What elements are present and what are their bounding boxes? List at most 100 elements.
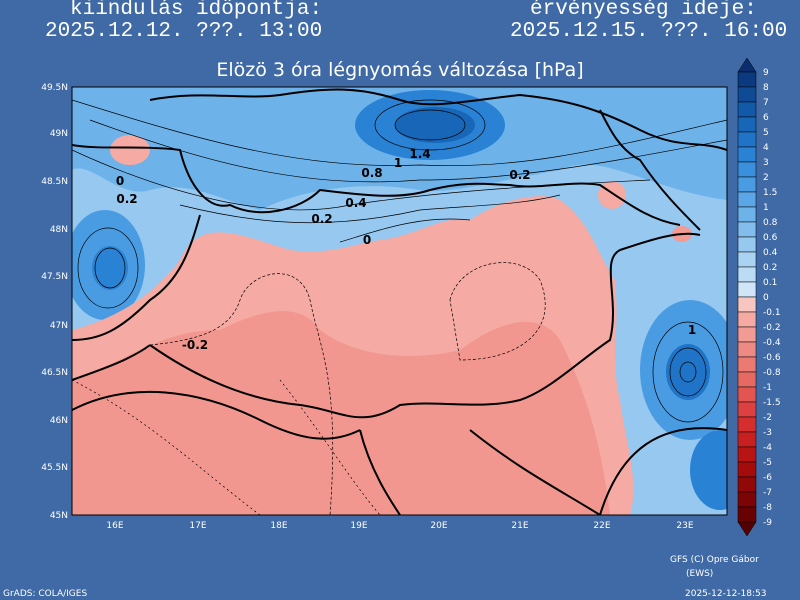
colorbar-box (737, 491, 757, 508)
colorbar-label: 2 (763, 173, 769, 183)
colorbar-label: -0.1 (763, 308, 781, 318)
colorbar-box (737, 116, 757, 133)
contour-label: 1 (394, 156, 402, 170)
colorbar-label: -7 (763, 488, 772, 498)
software: GrADS: COLA/IGES (3, 589, 87, 599)
colorbar-label: -3 (763, 428, 772, 438)
lon-label: 22E (593, 521, 610, 531)
lat-label: 46.5N (41, 368, 68, 378)
colorbar-tri (737, 521, 757, 537)
colorbar-label: -0.6 (763, 353, 781, 363)
colorbar-box (737, 236, 757, 253)
colorbar-box (737, 131, 757, 148)
colorbar-box (737, 281, 757, 298)
colorbar-box (737, 431, 757, 448)
colorbar-box (737, 101, 757, 118)
colorbar-box (737, 371, 757, 388)
colorbar-label: -0.4 (763, 338, 781, 348)
lat-label: 49N (50, 129, 68, 139)
colorbar-box (737, 311, 757, 328)
colorbar: 9 8 7 6 5 4 3 2 1.5 1 0.8 0.6 0.4 0.2 0.1 0 -0.1 -0.2 -0.4… (737, 57, 781, 537)
colorbar-label: -5 (763, 458, 772, 468)
contour-label: 1 (688, 323, 696, 337)
colorbar-label: 0.6 (763, 233, 778, 243)
lon-label: 17E (189, 521, 206, 531)
credit: GFS (C) Opre Gábor (670, 555, 759, 565)
colorbar-label: -4 (763, 443, 772, 453)
valid-time: 2025.12.15. ???. 16:00 (510, 20, 787, 43)
contour-label: 0.8 (361, 166, 382, 180)
lat-label: 47.5N (41, 272, 68, 282)
colorbar-label: 5 (763, 128, 769, 138)
contour-label: 1.4 (409, 147, 430, 161)
colorbar-label: -8 (763, 503, 772, 513)
colorbar-label: -1 (763, 383, 772, 393)
credit-ews: (EWS) (686, 569, 713, 579)
colorbar-box (737, 86, 757, 103)
lat-label: 46N (50, 416, 68, 426)
colorbar-label: 0.8 (763, 218, 778, 228)
colorbar-box (737, 476, 757, 493)
contour-label: -0.2 (182, 338, 208, 352)
init-label: kiindulás idöpontja: (70, 0, 322, 21)
contour-label: 0.2 (509, 168, 530, 182)
lat-label: 47N (50, 321, 68, 331)
colorbar-box (737, 71, 757, 88)
colorbar-box (737, 401, 757, 418)
colorbar-label: 0.2 (763, 263, 777, 273)
lon-label: 20E (430, 521, 447, 531)
colorbar-box (737, 506, 757, 523)
colorbar-label: 1.5 (763, 188, 777, 198)
colorbar-label: 6 (763, 113, 769, 123)
colorbar-box (737, 251, 757, 268)
contour-label: 0.2 (311, 212, 332, 226)
contour-labels: 1.4 1 0.8 0.2 0.4 0.2 0 0 0.2 -0.2 1 (116, 147, 696, 352)
colorbar-box (737, 266, 757, 283)
lon-label: 18E (270, 521, 287, 531)
lat-label: 45.5N (41, 463, 68, 473)
lat-labels: 49.5N 49N 48.5N 48N 47.5N 47N 46.5N 46N 45.5N 45N (41, 83, 68, 521)
colorbar-box (737, 206, 757, 223)
init-time: 2025.12.12. ???. 13:00 (45, 20, 322, 43)
colorbar-box (737, 176, 757, 193)
colorbar-tri (737, 57, 757, 73)
map-area (71, 86, 728, 516)
colorbar-box (737, 341, 757, 358)
colorbar-label: 0.4 (763, 248, 778, 258)
colorbar-label: 7 (763, 98, 769, 108)
colorbar-box (737, 146, 757, 163)
colorbar-label: -0.2 (763, 323, 781, 333)
valid-label: érvényesség ideje: (530, 0, 757, 21)
contour-label: 0 (363, 233, 371, 247)
colorbar-box (737, 296, 757, 313)
colorbar-box (737, 221, 757, 238)
colorbar-label: 1 (763, 203, 769, 213)
lon-label: 21E (511, 521, 528, 531)
colorbar-label: -0.8 (763, 368, 781, 378)
colorbar-label: 4 (763, 143, 769, 153)
colorbar-box (737, 161, 757, 178)
colorbar-box (737, 356, 757, 373)
colorbar-box (737, 416, 757, 433)
contour-label: 0 (116, 174, 124, 188)
lat-label: 48.5N (41, 177, 68, 187)
lon-label: 16E (106, 521, 123, 531)
colorbar-label: -6 (763, 473, 772, 483)
colorbar-label: 8 (763, 83, 769, 93)
colorbar-box (737, 446, 757, 463)
colorbar-box (737, 326, 757, 343)
lat-label: 49.5N (41, 83, 68, 93)
contour-label: 0.2 (116, 192, 137, 206)
timestamp: 2025-12-12-18:53 (685, 589, 767, 599)
lon-label: 23E (676, 521, 693, 531)
contour-label: 0.4 (345, 196, 366, 210)
colorbar-label: 3 (763, 158, 769, 168)
lat-label: 45N (50, 511, 68, 521)
lon-labels: 16E 17E 18E 19E 20E 21E 22E 23E (106, 521, 693, 531)
colorbar-box (737, 386, 757, 403)
map-title: Elözö 3 óra légnyomás változása [hPa] (216, 59, 583, 81)
colorbar-box (737, 191, 757, 208)
lon-label: 19E (350, 521, 367, 531)
colorbar-box (737, 461, 757, 478)
